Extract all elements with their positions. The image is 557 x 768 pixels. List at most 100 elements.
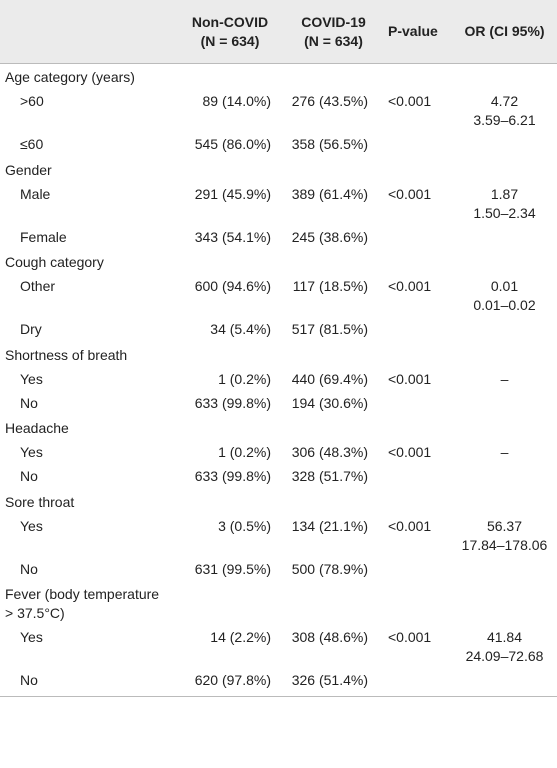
group-row: Gender <box>0 157 557 183</box>
cell-empty <box>382 157 452 183</box>
cell: 291 (45.9%) <box>194 185 271 202</box>
cell-empty <box>452 225 557 249</box>
cell-line: 1.87 <box>490 185 519 202</box>
cell-empty <box>175 489 285 515</box>
cell-empty <box>382 249 452 275</box>
cell: <0.001 <box>388 444 432 460</box>
data-row: No 631 (99.5%) 500 (78.9%) <box>0 557 557 581</box>
cell: 245 (38.6%) <box>291 228 368 245</box>
row-label: Male <box>20 185 51 202</box>
cell-empty <box>452 557 557 581</box>
cell: 633 (99.8%) <box>194 468 271 484</box>
header-line: P-value <box>388 23 438 39</box>
cell: 620 (97.8%) <box>175 668 285 697</box>
column-header: COVID-19 (N = 634) <box>285 0 382 64</box>
column-header: P-value <box>382 0 452 64</box>
cell-empty <box>452 391 557 415</box>
row-label: Age category (years) <box>5 69 135 85</box>
cell: 4.72 3.59–6.21 <box>452 90 557 133</box>
row-label: Other <box>20 278 56 294</box>
row-label: ≤60 <box>20 136 44 152</box>
data-row: Dry 34 (5.4%) 517 (81.5%) <box>0 318 557 342</box>
cell-line: 1.50–2.34 <box>473 204 536 221</box>
table-header: Non-COVID (N = 634) COVID-19 (N = 634) P-val… <box>0 0 557 64</box>
row-label: Fever (body temperature > 37.5°C) <box>5 586 160 621</box>
cell: 633 (99.8%) <box>194 394 271 411</box>
row-label: Dry <box>20 321 42 337</box>
cell-line: – <box>500 370 509 387</box>
cell: 1 (0.2%) <box>218 370 271 387</box>
row-label: No <box>20 468 38 484</box>
cell: 56.37 17.84–178.06 <box>452 514 557 557</box>
cell-empty <box>285 157 382 183</box>
cell: 328 (51.7%) <box>291 468 368 484</box>
data-row: >60 89 (14.0%) 276 (43.5%) <0.001 4.72 3.59–6… <box>0 90 557 133</box>
data-row: No 633 (99.8%) 194 (30.6%) <box>0 391 557 415</box>
cell-empty <box>382 391 452 415</box>
cell: – <box>452 367 557 391</box>
results-table: Non-COVID (N = 634) COVID-19 (N = 634) P-val… <box>0 0 557 697</box>
cell-empty <box>452 133 557 157</box>
row-label: No <box>20 394 38 411</box>
cell: <0.001 <box>388 629 432 645</box>
cell-empty <box>382 342 452 368</box>
cell: 34 (5.4%) <box>210 321 271 337</box>
cell-line: 4.72 <box>490 93 519 109</box>
cell: 631 (99.5%) <box>194 560 271 577</box>
header-line: (N = 634) <box>200 32 260 49</box>
cell: 14 (2.2%) <box>210 629 271 645</box>
cell-empty <box>382 133 452 157</box>
row-label: No <box>0 668 175 697</box>
cell-empty <box>382 415 452 441</box>
cell: <0.001 <box>388 185 432 202</box>
data-row: Male 291 (45.9%) 389 (61.4%) <0.001 1.87 1.50… <box>0 182 557 225</box>
row-label: Gender <box>5 161 52 178</box>
data-row: ≤60 545 (86.0%) 358 (56.5%) <box>0 133 557 157</box>
cell: 276 (43.5%) <box>291 93 368 109</box>
cell-empty <box>452 318 557 342</box>
header-line: COVID-19 <box>301 13 366 30</box>
cell: 500 (78.9%) <box>291 560 368 577</box>
cell-empty <box>285 489 382 515</box>
cell: – <box>452 441 557 465</box>
cell: <0.001 <box>388 278 432 294</box>
cell: 194 (30.6%) <box>291 394 368 411</box>
cell-empty <box>175 64 285 90</box>
cell: <0.001 <box>388 517 432 534</box>
cell: 117 (18.5%) <box>292 278 368 294</box>
header-line: (N = 634) <box>304 32 363 49</box>
cell: 306 (48.3%) <box>291 444 368 460</box>
cell-empty <box>452 342 557 368</box>
cell-empty <box>452 249 557 275</box>
header-line: OR (CI 95%) <box>464 23 545 39</box>
cell: 41.84 24.09–72.68 <box>452 626 557 669</box>
cell-empty <box>452 489 557 515</box>
header-row: Non-COVID (N = 634) COVID-19 (N = 634) P-val… <box>0 0 557 64</box>
cell: 0.01 0.01–0.02 <box>452 275 557 318</box>
cell-empty <box>452 581 557 626</box>
data-row: Yes 14 (2.2%) 308 (48.6%) <0.001 41.84 24.09–… <box>0 626 557 669</box>
cell: 343 (54.1%) <box>194 228 271 245</box>
cell-empty <box>382 318 452 342</box>
cell: 1 (0.2%) <box>218 444 271 460</box>
cell-empty <box>285 64 382 90</box>
cell-empty <box>382 557 452 581</box>
cell: 326 (51.4%) <box>285 668 382 697</box>
cell: 545 (86.0%) <box>194 136 271 152</box>
cell-empty <box>175 415 285 441</box>
cell-empty <box>452 64 557 90</box>
data-row: Yes 1 (0.2%) 440 (69.4%) <0.001 – <box>0 367 557 391</box>
cell-line: 24.09–72.68 <box>465 648 544 664</box>
cell: 440 (69.4%) <box>291 370 368 387</box>
cell-empty <box>382 465 452 489</box>
cell-empty <box>175 581 285 626</box>
cell-empty <box>285 342 382 368</box>
group-row: Fever (body temperature > 37.5°C) <box>0 581 557 626</box>
header-blank <box>0 0 175 64</box>
row-label: Shortness of breath <box>5 346 128 363</box>
row-label: Sore throat <box>5 493 75 510</box>
cell: 89 (14.0%) <box>202 93 271 109</box>
cell: 3 (0.5%) <box>218 517 271 534</box>
cell-empty <box>285 581 382 626</box>
